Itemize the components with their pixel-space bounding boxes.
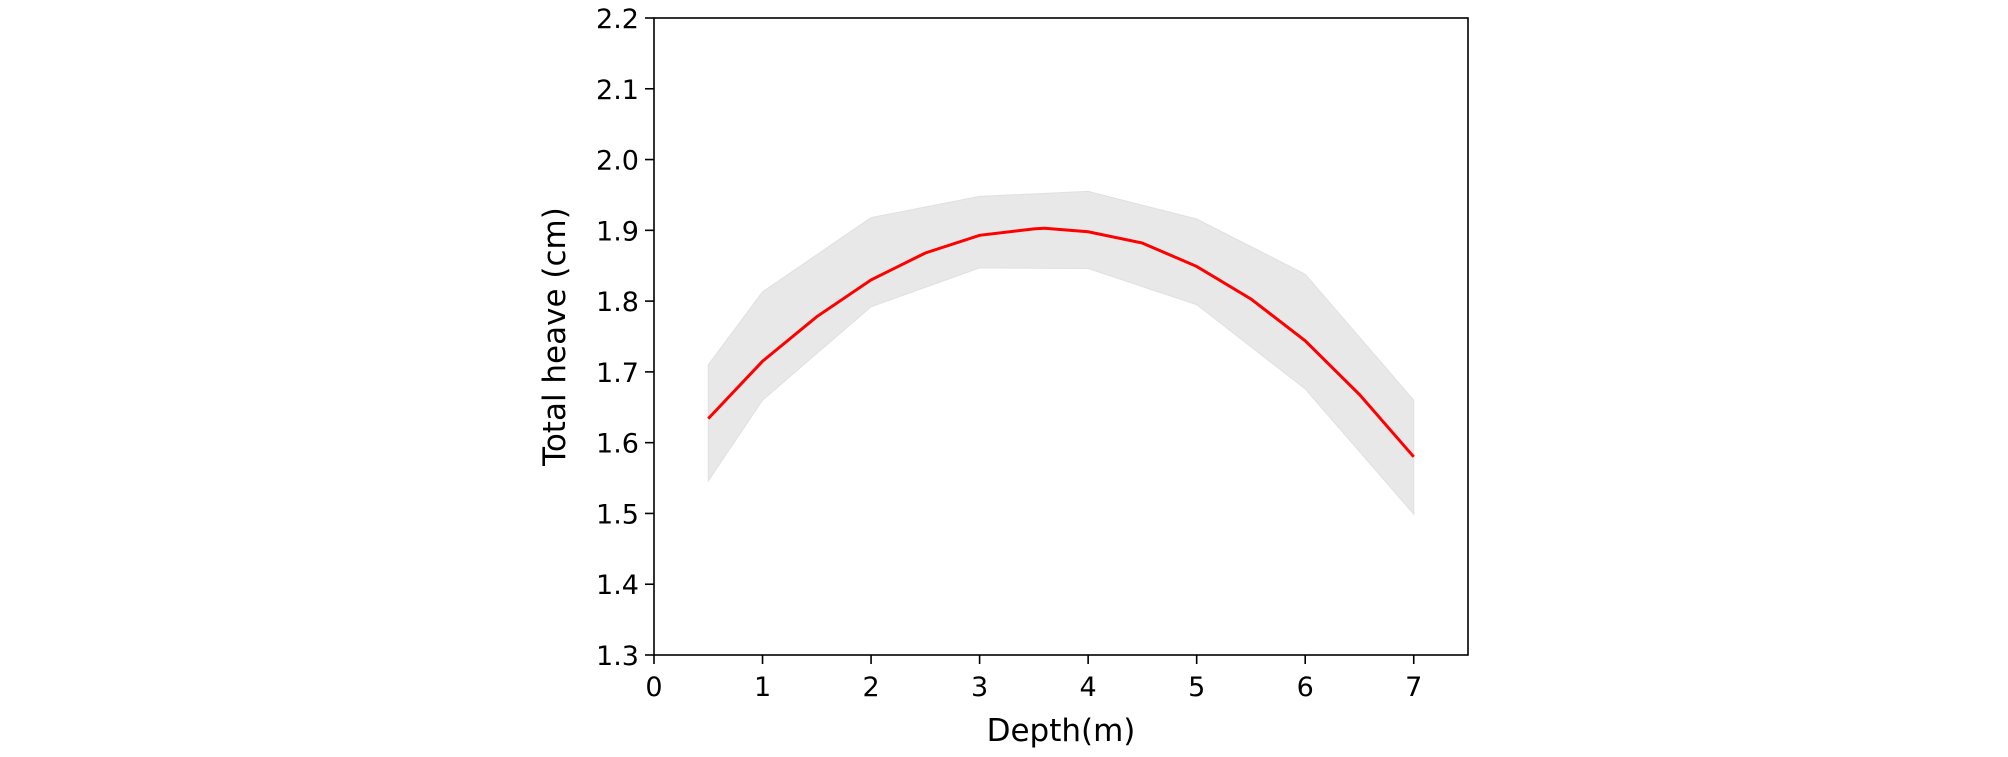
axes-frame <box>653 17 1469 656</box>
x-tick-label: 5 <box>1188 672 1205 703</box>
x-axis-label: Depth(m) <box>987 713 1136 749</box>
x-tick-label: 2 <box>862 672 879 703</box>
y-tick-label: 1.9 <box>596 216 639 247</box>
y-tick-label: 2.2 <box>596 4 639 35</box>
y-tick-label: 1.5 <box>596 499 639 530</box>
y-axis-ticks: 1.3 1.4 1.5 1.6 1.7 1.8 1.9 2.0 2.1 2.2 <box>596 4 654 672</box>
x-tick-label: 3 <box>971 672 988 703</box>
y-tick-label: 1.6 <box>596 429 639 460</box>
x-axis-ticks: 0 1 2 3 4 5 6 7 <box>645 655 1422 703</box>
plot-area <box>707 190 1415 516</box>
y-tick-label: 1.4 <box>596 570 639 601</box>
y-tick-label: 1.3 <box>596 641 639 672</box>
y-tick-label: 2.0 <box>596 146 639 177</box>
y-tick-label: 1.8 <box>596 287 639 318</box>
x-tick-label: 4 <box>1080 672 1097 703</box>
x-tick-label: 0 <box>645 672 662 703</box>
x-tick-label: 7 <box>1405 672 1422 703</box>
y-tick-label: 1.7 <box>596 358 639 389</box>
series-line <box>707 226 1415 458</box>
y-axis-label: Total heave (cm) <box>537 207 573 467</box>
x-tick-label: 1 <box>754 672 771 703</box>
x-tick-label: 6 <box>1297 672 1314 703</box>
y-tick-label: 2.1 <box>596 75 639 106</box>
